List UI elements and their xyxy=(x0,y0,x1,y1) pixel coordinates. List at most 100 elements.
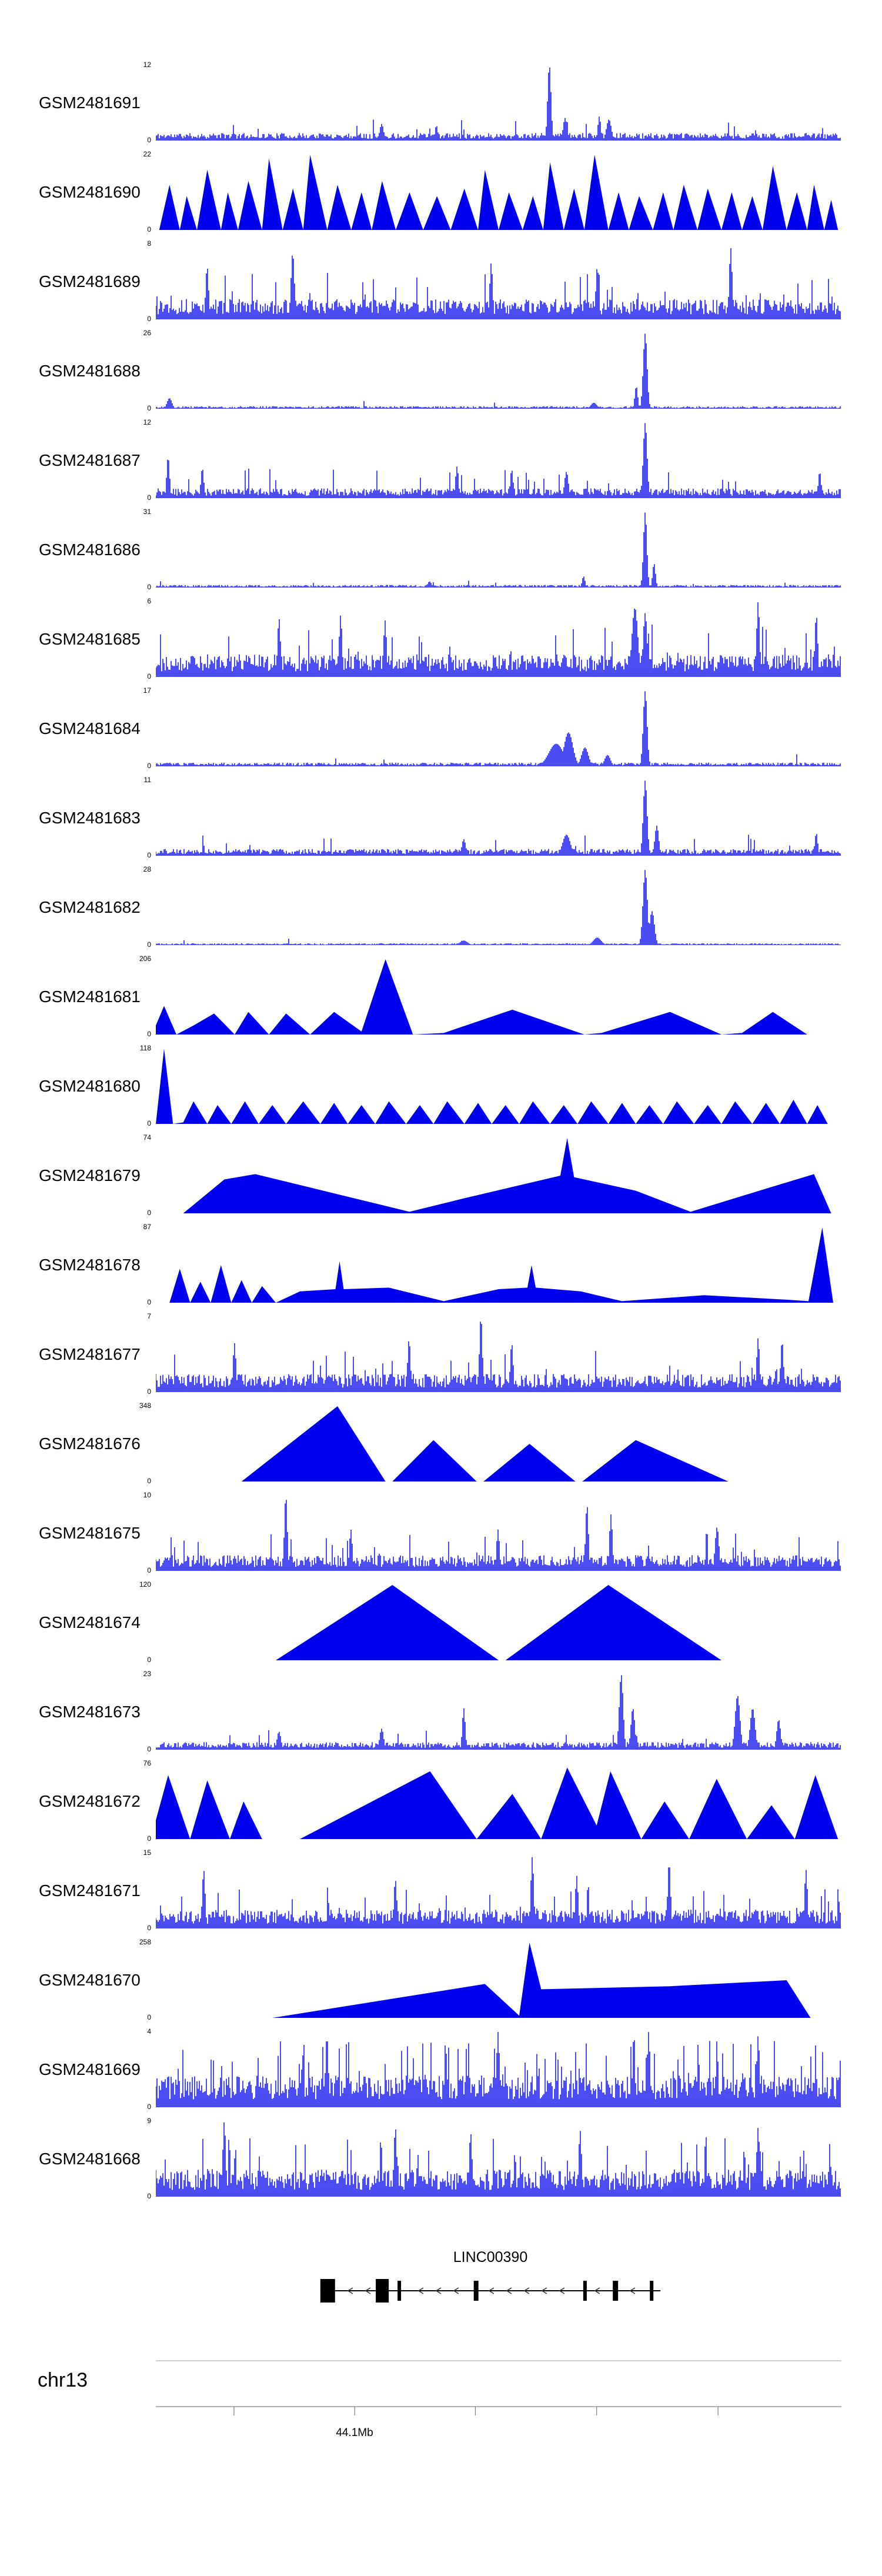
track-row: GSM2481669 4 0 xyxy=(0,2023,882,2112)
track-label: GSM2481687 xyxy=(39,451,141,469)
y-axis-zero-label: 0 xyxy=(147,1924,151,1932)
track-row: GSM2481672 76 0 xyxy=(0,1754,882,1844)
coverage-plot xyxy=(156,512,841,588)
y-axis-max-label: 206 xyxy=(139,955,151,963)
track-label: GSM2481679 xyxy=(39,1166,141,1184)
y-axis-max-label: 118 xyxy=(139,1044,151,1052)
y-axis-max-label: 31 xyxy=(143,508,151,516)
track-label: GSM2481671 xyxy=(39,1881,141,1900)
track-row: GSM2481687 12 0 xyxy=(0,413,882,503)
coverage-plot xyxy=(159,155,838,230)
y-axis-zero-label: 0 xyxy=(147,1566,151,1574)
exon xyxy=(376,2279,389,2303)
strand-arrow-icon xyxy=(347,2287,353,2294)
coverage-plot xyxy=(156,423,841,498)
chromosome-label: chr13 xyxy=(38,2369,88,2391)
y-axis-zero-label: 0 xyxy=(147,2192,151,2200)
y-axis-zero-label: 0 xyxy=(147,1030,151,1038)
exon xyxy=(613,2281,619,2301)
coverage-plot xyxy=(241,1406,729,1481)
y-axis-zero-label: 0 xyxy=(147,1477,151,1485)
exon xyxy=(473,2281,479,2301)
track-label: GSM2481686 xyxy=(39,540,141,559)
y-axis-max-label: 22 xyxy=(143,150,151,158)
coverage-plot xyxy=(156,1049,828,1124)
y-axis-max-label: 23 xyxy=(143,1670,151,1678)
y-axis-max-label: 15 xyxy=(143,1848,151,1857)
strand-arrow-icon xyxy=(594,2287,600,2294)
exon xyxy=(397,2281,402,2301)
strand-arrow-icon xyxy=(417,2287,424,2294)
track-row: GSM2481674 120 0 xyxy=(0,1576,882,1665)
track-label: GSM2481670 xyxy=(39,1971,141,1989)
y-axis-max-label: 74 xyxy=(143,1133,151,1142)
y-axis-zero-label: 0 xyxy=(147,2103,151,2111)
y-axis-zero-label: 0 xyxy=(147,1298,151,1306)
y-axis-max-label: 17 xyxy=(143,686,151,695)
track-row: GSM2481677 7 0 xyxy=(0,1307,882,1397)
strand-arrow-icon xyxy=(453,2287,459,2294)
strand-arrow-icon xyxy=(523,2287,530,2294)
coverage-plot xyxy=(156,2032,841,2107)
y-axis-zero-label: 0 xyxy=(147,136,151,144)
coverage-plot xyxy=(169,1227,833,1303)
y-axis-zero-label: 0 xyxy=(147,315,151,323)
track-label: GSM2481669 xyxy=(39,2060,141,2078)
track-row: GSM2481680 118 0 xyxy=(0,1039,882,1129)
y-axis-max-label: 8 xyxy=(147,239,151,248)
y-axis-max-label: 258 xyxy=(139,1938,151,1946)
track-row: GSM2481681 206 0 xyxy=(0,950,882,1039)
coverage-plot xyxy=(156,248,841,319)
y-axis-zero-label: 0 xyxy=(147,1745,151,1753)
y-axis-zero-label: 0 xyxy=(147,2013,151,2021)
track-row: GSM2481686 31 0 xyxy=(0,503,882,592)
strand-arrow-icon xyxy=(435,2287,442,2294)
track-row: GSM2481684 17 0 xyxy=(0,682,882,771)
strand-arrow-icon xyxy=(488,2287,495,2294)
track-row: GSM2481679 74 0 xyxy=(0,1129,882,1218)
y-axis-max-label: 12 xyxy=(143,61,151,69)
track-row: GSM2481671 15 0 xyxy=(0,1844,882,1933)
track-row: GSM2481673 23 0 xyxy=(0,1665,882,1754)
y-axis-zero-label: 0 xyxy=(147,493,151,502)
track-row: GSM2481668 9 0 xyxy=(0,2112,882,2201)
track-row: GSM2481688 26 0 xyxy=(0,324,882,413)
coverage-plot xyxy=(156,780,841,856)
coverage-plot xyxy=(156,870,841,945)
track-label: GSM2481672 xyxy=(39,1792,141,1810)
y-axis-zero-label: 0 xyxy=(147,851,151,859)
track-label: GSM2481676 xyxy=(39,1434,141,1453)
track-row: GSM2481675 10 0 xyxy=(0,1486,882,1576)
genome-axis xyxy=(156,2360,841,2415)
track-label: GSM2481685 xyxy=(39,630,141,648)
strand-arrow-icon xyxy=(506,2287,512,2294)
coverage-plot xyxy=(156,602,841,677)
coverage-plot xyxy=(156,1857,841,1928)
gene-name-label: LINC00390 xyxy=(453,2249,528,2265)
y-axis-zero-label: 0 xyxy=(147,1387,151,1396)
y-axis-max-label: 26 xyxy=(143,329,151,337)
y-axis-max-label: 87 xyxy=(143,1223,151,1231)
y-axis-zero-label: 0 xyxy=(147,225,151,233)
gene-model xyxy=(320,2279,661,2303)
coverage-plot xyxy=(156,2122,841,2197)
coverage-plot xyxy=(156,67,841,141)
track-label: GSM2481691 xyxy=(39,94,141,112)
track-row: GSM2481689 8 0 xyxy=(0,235,882,324)
y-axis-zero-label: 0 xyxy=(147,583,151,591)
track-label: GSM2481678 xyxy=(39,1256,141,1274)
exon xyxy=(320,2279,335,2303)
track-label: GSM2481668 xyxy=(39,2150,141,2168)
y-axis-max-label: 120 xyxy=(139,1580,151,1589)
coverage-plot xyxy=(156,1500,841,1571)
y-axis-max-label: 76 xyxy=(143,1759,151,1767)
exon xyxy=(583,2281,587,2301)
track-label: GSM2481681 xyxy=(39,987,141,1006)
strand-arrow-icon xyxy=(365,2287,371,2294)
track-label: GSM2481673 xyxy=(39,1703,141,1721)
y-axis-zero-label: 0 xyxy=(147,1834,151,1843)
track-row: GSM2481676 348 0 xyxy=(0,1397,882,1486)
track-label: GSM2481683 xyxy=(39,809,141,827)
track-label: GSM2481675 xyxy=(39,1524,141,1542)
